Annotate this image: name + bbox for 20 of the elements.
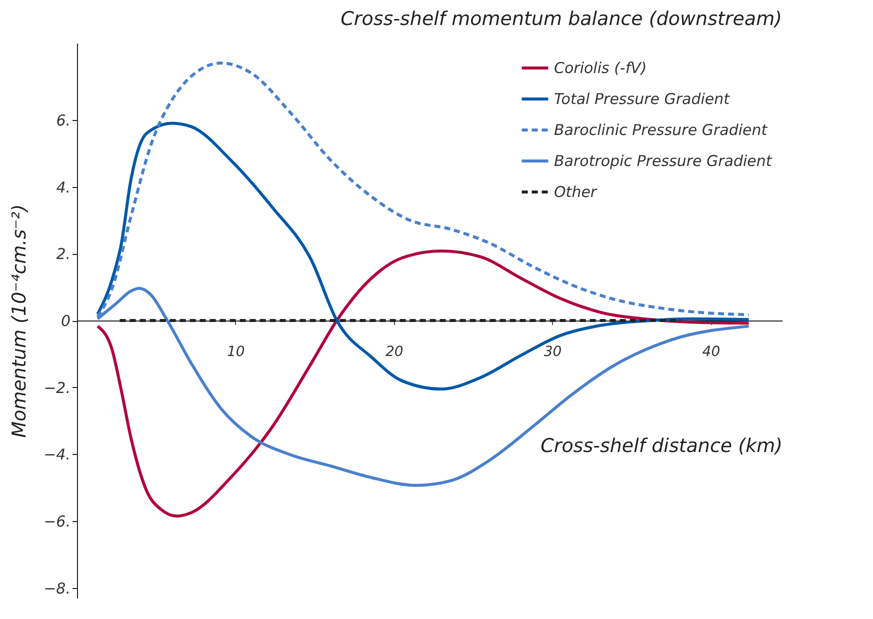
x-tick-label: 40 xyxy=(702,344,720,360)
y-tick-label: 2. xyxy=(56,245,70,264)
legend-label: Total Pressure Gradient xyxy=(554,90,731,108)
legend-label: Barotropic Pressure Gradient xyxy=(554,152,773,170)
y-tick-label: 6. xyxy=(56,111,70,130)
y-tick-label: −4. xyxy=(44,446,70,464)
chart-title: Cross-shelf momentum balance (downstream) xyxy=(340,8,782,30)
x-tick-label: 10 xyxy=(227,344,245,360)
x-tick-label: 30 xyxy=(544,344,562,360)
y-tick-label: −6. xyxy=(44,512,70,531)
legend-label: Baroclinic Pressure Gradient xyxy=(554,121,768,139)
y-tick-label: −2. xyxy=(44,378,70,397)
x-tick-label: 20 xyxy=(385,344,404,360)
y-tick-label: −8. xyxy=(44,579,70,598)
x-axis-title: Cross-shelf distance (km) xyxy=(540,435,782,457)
y-tick-label: 0 xyxy=(60,312,70,330)
y-tick-label: 4. xyxy=(56,178,70,196)
legend-label: Coriolis (-fV) xyxy=(554,59,647,77)
y-axis-title: Momentum (10⁻⁴cm.s⁻²) xyxy=(8,204,31,438)
legend-label: Other xyxy=(554,183,598,201)
